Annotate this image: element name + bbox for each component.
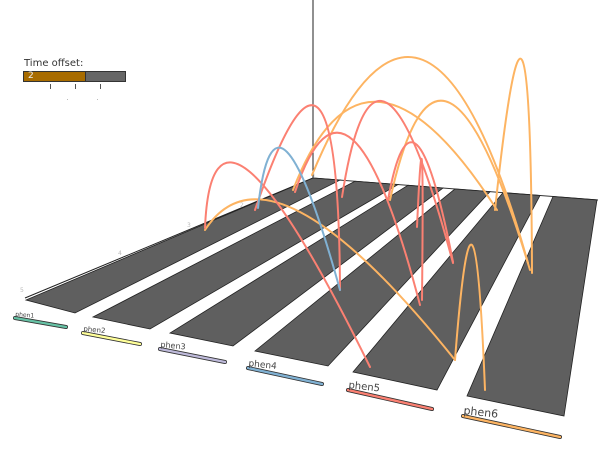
slider-tick (75, 84, 76, 89)
slider-value: 2 (28, 71, 34, 81)
track-color-bar-phen5 (346, 388, 434, 411)
link-arc-phen5 (294, 131, 421, 306)
axis-tick-label: 5 (20, 287, 24, 294)
track-color-bar-phen4 (246, 366, 324, 386)
track-label: phen4 (248, 359, 278, 372)
track-color-bar-phen6 (461, 414, 562, 439)
slider-tick (100, 84, 101, 89)
axis-tick-label: 2 (240, 202, 244, 209)
slider-tick (50, 84, 51, 89)
track-label: phen6 (463, 404, 499, 421)
link-arc-phen5 (254, 104, 341, 291)
link-arc-phen4 (257, 146, 341, 291)
track-label: phen3 (160, 340, 186, 351)
link-arc-phen6 (292, 100, 498, 211)
time-offset-slider[interactable]: 2 (23, 71, 126, 82)
track-strip-phen5[interactable] (352, 192, 541, 391)
track-color-bar-phen3 (158, 347, 227, 364)
track-strip-phen4[interactable] (254, 188, 491, 367)
track-color-bar-phen1 (13, 316, 68, 329)
link-arc-phen5 (387, 141, 454, 263)
track-label: phen5 (348, 380, 381, 394)
axis-tick-label: 4 (118, 250, 122, 257)
slider-fill (24, 72, 86, 81)
axis-tick-label: 3 (187, 222, 191, 229)
link-arc-phen5 (341, 99, 454, 264)
axis-tick-label: 1 (312, 173, 316, 180)
track-color-bar-phen2 (81, 331, 142, 346)
slider-dot (67, 99, 68, 100)
link-arc-phen6 (204, 198, 456, 361)
slider-dot (97, 99, 98, 100)
link-arc-phen5 (204, 161, 371, 368)
track-label: phen1 (15, 311, 35, 320)
link-arc-phen6 (494, 57, 533, 274)
track-strip-phen6[interactable] (466, 196, 598, 417)
link-arc-phen6 (454, 243, 486, 391)
link-arc-phen5 (416, 157, 424, 301)
track-label: phen2 (83, 325, 106, 335)
time-offset-label: Time offset: (24, 58, 84, 69)
track-strip-phen2[interactable] (91, 180, 400, 330)
track-strip-phen1[interactable] (24, 177, 342, 314)
